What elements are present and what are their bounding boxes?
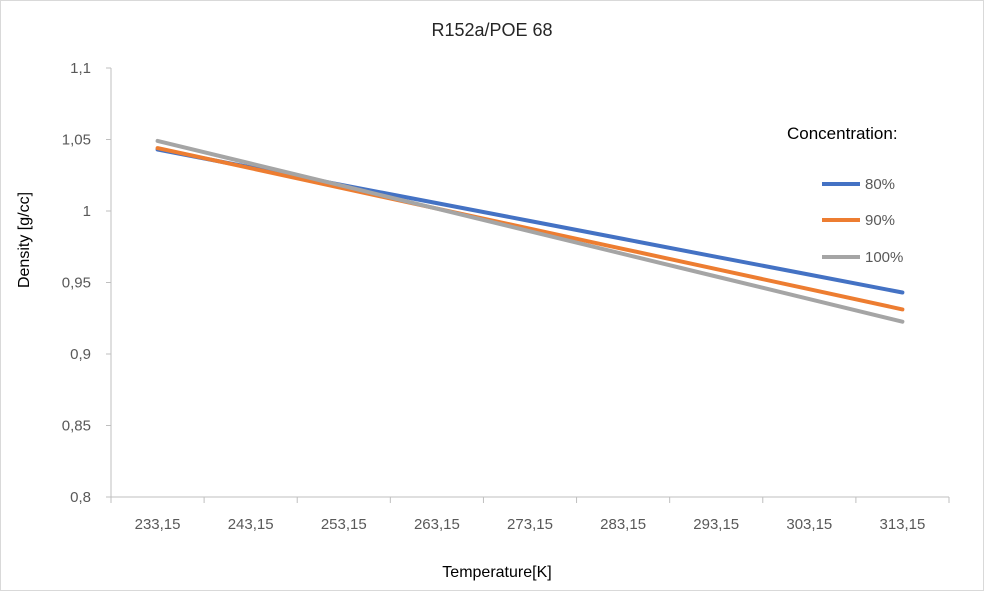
chart-title: R152a/POE 68 [431,20,552,40]
y-tick-label: 0,9 [70,346,91,363]
legend-title: Concentration: [787,124,898,143]
series-line-90pct [155,146,905,312]
x-tick-label: 283,15 [600,516,646,533]
x-tick-label: 273,15 [507,516,553,533]
legend: 80% 90% 100% [822,176,903,266]
x-tick-label: 263,15 [414,516,460,533]
series-layer [155,138,905,324]
x-tick-label: 293,15 [693,516,739,533]
x-tick-label: 233,15 [135,516,181,533]
x-tick-label: 313,15 [879,516,925,533]
x-tick-label: 303,15 [786,516,832,533]
legend-entry-label: 90% [865,212,895,229]
x-tick-label: 243,15 [228,516,274,533]
legend-entry-label: 100% [865,249,903,266]
y-tick-label: 0,95 [62,275,91,292]
y-tick-label: 1,1 [70,60,91,77]
axes: 0,8 0,85 0,9 0,95 1 1,05 1,1 233,15 243,15 253,15… [62,60,950,533]
x-axis-label: Temperature[K] [442,564,551,581]
y-axis-label: Density [g/cc] [16,192,33,288]
y-tick-label: 0,8 [70,489,91,506]
y-tick-label: 0,85 [62,418,91,435]
x-tick-label: 253,15 [321,516,367,533]
legend-entry-label: 80% [865,176,895,193]
series-line-100pct [155,138,905,324]
y-tick-label: 1,05 [62,132,91,149]
y-tick-label: 1 [83,203,91,220]
